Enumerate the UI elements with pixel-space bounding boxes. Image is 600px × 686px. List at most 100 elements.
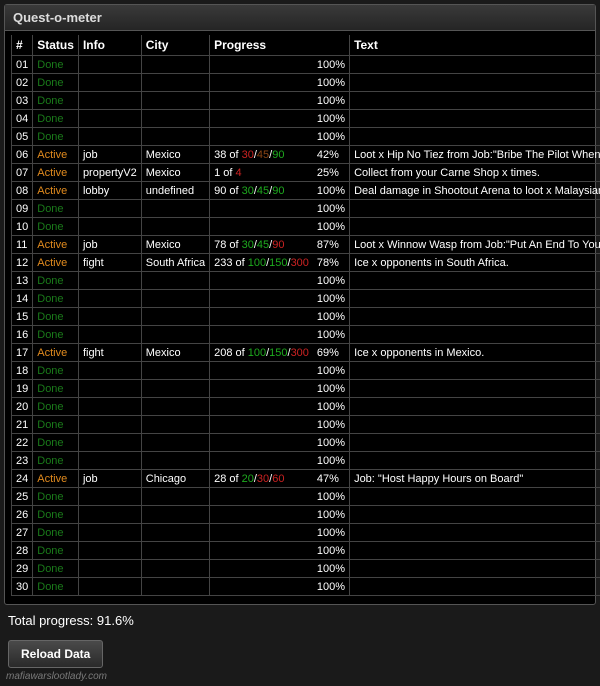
cell-info (78, 92, 141, 110)
col-number: # (12, 35, 33, 56)
cell-progress (210, 218, 313, 236)
cell-info (78, 308, 141, 326)
cell-progress (210, 362, 313, 380)
cell-progress (210, 326, 313, 344)
cell-number: 12 (12, 254, 33, 272)
table-row: 30Done100% (12, 578, 600, 596)
cell-text (350, 542, 600, 560)
cell-percent: 100% (313, 416, 350, 434)
cell-status: Active (33, 470, 79, 488)
cell-city (141, 416, 209, 434)
cell-city (141, 92, 209, 110)
cell-text (350, 308, 600, 326)
cell-progress (210, 578, 313, 596)
cell-city (141, 272, 209, 290)
cell-percent: 100% (313, 182, 350, 200)
cell-number: 17 (12, 344, 33, 362)
cell-progress (210, 524, 313, 542)
cell-progress: 208 of 100/150/300 (210, 344, 313, 362)
cell-text: Loot x Hip No Tiez from Job:"Bribe The P… (350, 146, 600, 164)
cell-info: job (78, 236, 141, 254)
table-row: 01Done100% (12, 56, 600, 74)
cell-percent: 100% (313, 560, 350, 578)
cell-text (350, 362, 600, 380)
cell-city (141, 362, 209, 380)
cell-info (78, 200, 141, 218)
cell-number: 03 (12, 92, 33, 110)
cell-city: undefined (141, 182, 209, 200)
cell-info (78, 56, 141, 74)
cell-percent: 100% (313, 488, 350, 506)
cell-city (141, 452, 209, 470)
cell-number: 01 (12, 56, 33, 74)
cell-status: Done (33, 110, 79, 128)
table-row: 13Done 100% (12, 272, 600, 290)
cell-progress (210, 434, 313, 452)
cell-info (78, 128, 141, 146)
cell-progress (210, 416, 313, 434)
cell-percent: 100% (313, 92, 350, 110)
cell-progress: 78 of 30/45/90 (210, 236, 313, 254)
cell-text (350, 74, 600, 92)
cell-status: Done (33, 560, 79, 578)
cell-status: Done (33, 524, 79, 542)
cell-city (141, 110, 209, 128)
cell-text (350, 560, 600, 578)
cell-info: job (78, 470, 141, 488)
header-row: # Status Info City Progress Text (12, 35, 600, 56)
cell-status: Active (33, 182, 79, 200)
cell-status: Done (33, 506, 79, 524)
cell-percent: 100% (313, 200, 350, 218)
table-row: 18Done100% (12, 362, 600, 380)
cell-percent: 100% (313, 272, 350, 290)
table-row: 27Done100% (12, 524, 600, 542)
cell-number: 21 (12, 416, 33, 434)
cell-city (141, 290, 209, 308)
cell-percent: 69% (313, 344, 350, 362)
cell-progress (210, 74, 313, 92)
quest-table: # Status Info City Progress Text 01Done1… (11, 35, 600, 596)
cell-info (78, 452, 141, 470)
cell-percent: 100% (313, 452, 350, 470)
cell-info (78, 524, 141, 542)
total-label: Total progress: (8, 613, 93, 628)
cell-number: 28 (12, 542, 33, 560)
cell-text (350, 380, 600, 398)
cell-status: Done (33, 272, 79, 290)
cell-info: job (78, 146, 141, 164)
cell-number: 07 (12, 164, 33, 182)
cell-number: 25 (12, 488, 33, 506)
cell-city (141, 326, 209, 344)
table-row: 25Done100% (12, 488, 600, 506)
cell-status: Done (33, 452, 79, 470)
cell-progress (210, 398, 313, 416)
cell-progress (210, 506, 313, 524)
cell-city (141, 74, 209, 92)
cell-number: 11 (12, 236, 33, 254)
table-row: 05Done100% (12, 128, 600, 146)
cell-percent: 78% (313, 254, 350, 272)
col-progress: Progress (210, 35, 313, 56)
total-progress: Total progress: 91.6% (0, 609, 600, 630)
cell-number: 10 (12, 218, 33, 236)
reload-button[interactable]: Reload Data (8, 640, 103, 668)
cell-text (350, 110, 600, 128)
cell-status: Done (33, 542, 79, 560)
cell-number: 05 (12, 128, 33, 146)
cell-percent: 100% (313, 434, 350, 452)
cell-number: 29 (12, 560, 33, 578)
cell-text: Deal damage in Shootout Arena to loot x … (350, 182, 600, 200)
cell-status: Active (33, 254, 79, 272)
cell-percent: 100% (313, 398, 350, 416)
cell-city (141, 128, 209, 146)
cell-progress (210, 110, 313, 128)
cell-percent: 100% (313, 506, 350, 524)
cell-text (350, 272, 600, 290)
cell-info (78, 416, 141, 434)
cell-number: 13 (12, 272, 33, 290)
cell-number: 06 (12, 146, 33, 164)
cell-number: 02 (12, 74, 33, 92)
watermark: mafiawarslootlady.com (6, 671, 107, 682)
cell-progress: 90 of 30/45/90 (210, 182, 313, 200)
cell-city (141, 488, 209, 506)
